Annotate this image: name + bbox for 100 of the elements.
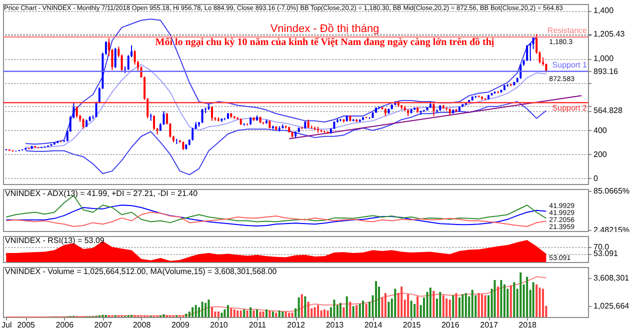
bar bbox=[333, 300, 336, 317]
bar bbox=[400, 286, 403, 317]
bar bbox=[381, 297, 384, 317]
candlestick bbox=[82, 118, 84, 130]
bar bbox=[448, 300, 451, 317]
x-tick-label: 2009 bbox=[172, 320, 190, 330]
x-tick-label: 2012 bbox=[287, 320, 306, 330]
bar bbox=[268, 310, 271, 317]
bar bbox=[416, 296, 419, 317]
bar bbox=[304, 296, 306, 317]
candlestick bbox=[76, 106, 78, 118]
bar bbox=[284, 312, 287, 317]
bar bbox=[510, 285, 512, 317]
ref-line-label: Resistance bbox=[547, 26, 588, 36]
x-tick-label: 2006 bbox=[56, 320, 74, 330]
bar bbox=[342, 307, 345, 317]
bar bbox=[414, 304, 416, 317]
bar bbox=[358, 304, 361, 317]
y-tick-label: 200 bbox=[594, 150, 608, 159]
y-tick-label: 400 bbox=[594, 126, 608, 135]
bar bbox=[542, 288, 544, 317]
bar bbox=[185, 314, 188, 317]
bar bbox=[503, 284, 506, 317]
bar bbox=[246, 310, 248, 317]
line-series bbox=[6, 204, 547, 227]
bar bbox=[288, 312, 290, 317]
line-series bbox=[25, 64, 547, 148]
bar bbox=[291, 312, 294, 317]
x-tick-label: 2018 bbox=[518, 320, 538, 330]
bar bbox=[307, 302, 310, 317]
ref-line-label: Support 1 bbox=[552, 60, 588, 70]
bar bbox=[323, 309, 326, 317]
bar bbox=[520, 272, 522, 317]
candlestick bbox=[211, 106, 214, 122]
bar bbox=[317, 305, 320, 317]
y-tick-label: 564.828 bbox=[594, 106, 623, 116]
x-tick-label: 2016 bbox=[441, 320, 460, 330]
bar bbox=[275, 312, 278, 317]
bar bbox=[536, 284, 538, 317]
bar bbox=[272, 312, 274, 317]
bar bbox=[478, 293, 480, 317]
bar bbox=[252, 310, 255, 317]
bar bbox=[233, 309, 236, 317]
bar bbox=[407, 294, 410, 317]
bar bbox=[211, 307, 214, 317]
bar bbox=[298, 297, 300, 317]
bar bbox=[481, 294, 484, 317]
ref-line-label: Support 2 bbox=[552, 104, 588, 113]
y-tick-label: 3,608,301 bbox=[594, 273, 630, 282]
bar bbox=[388, 302, 390, 317]
y-tick-label: 1,025,664 bbox=[594, 301, 630, 310]
chart-title: VNINDEX - ADX(13) = 41.99, +DI = 27.21, -DI = 21.40 bbox=[5, 189, 198, 198]
y-tick-label: 1,000 bbox=[594, 54, 614, 64]
bar bbox=[256, 309, 258, 317]
candlestick bbox=[201, 108, 204, 124]
bar bbox=[464, 293, 467, 317]
bar bbox=[262, 312, 264, 317]
bar bbox=[452, 295, 454, 317]
bar bbox=[356, 305, 358, 317]
bar bbox=[439, 292, 442, 317]
bar bbox=[243, 309, 246, 317]
x-tick-label: 2005 bbox=[17, 320, 36, 330]
bar bbox=[500, 280, 502, 317]
bar bbox=[446, 298, 448, 317]
x-tick-label: 2008 bbox=[132, 320, 152, 330]
bar bbox=[494, 280, 496, 317]
bar bbox=[250, 307, 252, 317]
candlestick bbox=[104, 40, 107, 56]
bar bbox=[410, 300, 412, 317]
bar bbox=[192, 307, 194, 317]
bar bbox=[346, 296, 348, 317]
bar bbox=[230, 308, 232, 317]
bar bbox=[220, 312, 223, 317]
bar bbox=[462, 294, 464, 317]
x-tick-label: 2017 bbox=[480, 320, 498, 330]
y-tick-label: 0 bbox=[594, 174, 598, 183]
bar bbox=[204, 302, 207, 317]
y-tick-label: 893.16 bbox=[594, 66, 619, 76]
x-tick-label: 2007 bbox=[94, 320, 113, 330]
bar bbox=[224, 309, 226, 317]
bar bbox=[506, 288, 509, 317]
bar bbox=[362, 300, 364, 317]
bar bbox=[226, 305, 229, 317]
x-tick-label: 2011 bbox=[248, 320, 267, 330]
candlestick bbox=[120, 54, 123, 72]
y-tick-label: 85.0665% bbox=[594, 186, 630, 196]
bar bbox=[259, 312, 262, 317]
bar bbox=[240, 310, 242, 317]
bar bbox=[282, 312, 284, 317]
bar bbox=[458, 297, 460, 317]
bar bbox=[194, 305, 197, 317]
candlestick bbox=[114, 47, 116, 69]
line-series bbox=[6, 276, 547, 318]
bar bbox=[300, 294, 303, 317]
bar bbox=[208, 300, 210, 317]
bar bbox=[352, 306, 354, 317]
bar bbox=[349, 302, 352, 317]
bar bbox=[526, 276, 528, 317]
y-tick-label: 1,205.43 bbox=[594, 29, 626, 38]
bar bbox=[471, 290, 474, 317]
